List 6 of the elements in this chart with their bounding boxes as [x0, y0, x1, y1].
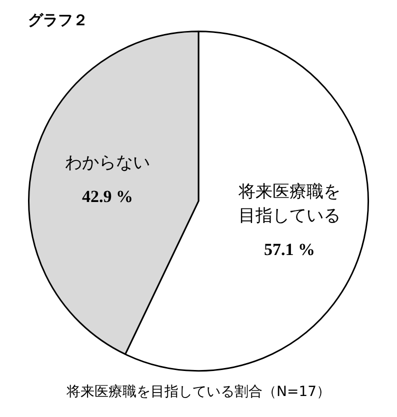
slice-label: わからない — [64, 152, 150, 173]
text: 将来医療職を目指している割合（N=17） — [65, 384, 331, 400]
slice-label: 将来医療職を目指している — [238, 182, 341, 226]
data-label: 42.9 % — [82, 186, 133, 206]
data-label: 57.1 % — [264, 240, 316, 260]
chart-title: グラフ２ — [28, 10, 88, 29]
